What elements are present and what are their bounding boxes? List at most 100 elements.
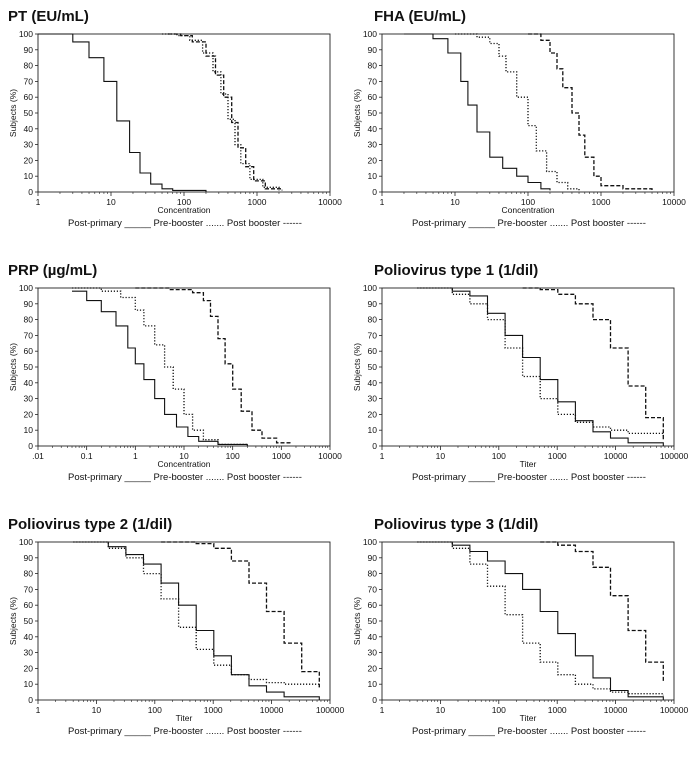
y-tick-label: 10 (368, 171, 378, 181)
y-tick-label: 70 (368, 330, 378, 340)
x-tick-label: 100000 (660, 705, 689, 715)
y-tick-label: 80 (24, 569, 34, 579)
y-tick-label: 40 (24, 124, 34, 134)
series-line-post-primary (417, 541, 664, 700)
y-tick-label: 20 (368, 155, 378, 165)
y-tick-label: 40 (368, 378, 378, 388)
series-line-post-booster (167, 33, 283, 191)
x-tick-label: 1000 (204, 705, 223, 715)
y-tick-label: 50 (368, 616, 378, 626)
y-tick-label: 0 (372, 187, 377, 197)
series-line-post-booster (161, 541, 320, 688)
chart-legend: Post-primary _____ Pre-booster ....... P… (412, 726, 646, 737)
y-tick-label: 20 (368, 409, 378, 419)
x-tick-label: 100000 (660, 451, 689, 461)
y-tick-label: 10 (24, 171, 34, 181)
y-axis-label: Subjects (%) (352, 89, 362, 137)
y-tick-label: 40 (368, 124, 378, 134)
y-tick-label: 60 (24, 346, 34, 356)
chart-panel-fha: FHA (EU/mL) 0 10 20 30 40 50 60 70 80 90 100 1 10 100… (352, 8, 687, 253)
x-tick-label: 1000 (548, 451, 567, 461)
plot-frame (381, 287, 675, 447)
y-tick-label: 70 (24, 330, 34, 340)
y-axis-label: Subjects (%) (8, 89, 18, 137)
x-axis-label: Titer (176, 713, 193, 723)
x-tick-label: .01 (32, 451, 44, 461)
y-tick-label: 60 (24, 600, 34, 610)
y-tick-label: 90 (368, 553, 378, 563)
y-tick-label: 100 (363, 29, 377, 39)
x-tick-label: 10000 (604, 705, 628, 715)
x-tick-label: 100 (492, 705, 506, 715)
y-tick-label: 50 (24, 362, 34, 372)
series-line-post-booster (135, 287, 291, 445)
x-tick-label: 1 (380, 197, 385, 207)
y-tick-label: 0 (372, 695, 377, 705)
y-tick-label: 30 (24, 394, 34, 404)
y-tick-label: 70 (368, 76, 378, 86)
series-line-pre-booster (73, 541, 320, 688)
x-tick-label: 100000 (316, 705, 345, 715)
y-tick-label: 60 (368, 92, 378, 102)
x-tick-label: 100 (148, 705, 162, 715)
y-tick-label: 70 (24, 584, 34, 594)
chart-legend: Post-primary _____ Pre-booster ....... P… (68, 218, 302, 229)
x-tick-label: 0.1 (81, 451, 93, 461)
y-tick-label: 20 (24, 155, 34, 165)
x-tick-label: 10 (436, 451, 446, 461)
y-tick-label: 20 (368, 663, 378, 673)
y-tick-label: 60 (24, 92, 34, 102)
series-line-post-booster (522, 287, 664, 440)
y-tick-label: 50 (368, 362, 378, 372)
x-axis-label: Concentration (158, 459, 211, 469)
x-tick-label: 1000 (592, 197, 611, 207)
y-tick-label: 80 (24, 315, 34, 325)
y-tick-label: 30 (368, 648, 378, 658)
y-tick-label: 70 (24, 76, 34, 86)
x-tick-label: 100 (226, 451, 240, 461)
y-tick-label: 30 (368, 394, 378, 404)
x-tick-label: 10000 (318, 451, 342, 461)
x-axis-label: Titer (520, 459, 537, 469)
y-tick-label: 60 (368, 346, 378, 356)
y-tick-label: 90 (368, 299, 378, 309)
plot-frame (37, 541, 331, 701)
y-tick-label: 90 (24, 45, 34, 55)
y-tick-label: 10 (24, 425, 34, 435)
series-line-post-booster (528, 33, 653, 191)
y-tick-label: 10 (368, 679, 378, 689)
series-line-post-primary (73, 541, 320, 700)
x-tick-label: 1000 (248, 197, 267, 207)
x-tick-label: 1 (36, 705, 41, 715)
y-tick-label: 50 (24, 616, 34, 626)
chart-title: PRP (µg/mL) (8, 262, 98, 279)
x-tick-label: 100 (492, 451, 506, 461)
x-tick-label: 1 (380, 705, 385, 715)
x-tick-label: 100 (521, 197, 535, 207)
x-tick-label: 10000 (318, 197, 342, 207)
x-tick-label: 10 (106, 197, 116, 207)
chart-panel-pt: PT (EU/mL) 0 10 20 30 40 50 60 70 80 90 100 1 10 100 1… (8, 8, 343, 253)
y-tick-label: 100 (19, 29, 33, 39)
y-tick-label: 90 (24, 299, 34, 309)
chart-legend: Post-primary _____ Pre-booster ....... P… (412, 218, 646, 229)
chart-title: Poliovirus type 2 (1/dil) (8, 516, 173, 533)
x-tick-label: 1 (133, 451, 138, 461)
y-tick-label: 70 (368, 584, 378, 594)
x-tick-label: 10 (450, 197, 460, 207)
y-tick-label: 0 (28, 695, 33, 705)
chart-panel-polio2: Poliovirus type 2 (1/dil) 0 10 20 30 40 50 60 7… (8, 516, 345, 761)
plot-frame (381, 33, 675, 193)
chart-svg: 0 10 20 30 40 50 60 70 80 90 100 .01 0.1 1 10 100 1000 10… (8, 283, 342, 469)
y-axis-label: Subjects (%) (8, 597, 18, 645)
chart-title: FHA (EU/mL) (374, 8, 466, 25)
y-tick-label: 80 (368, 315, 378, 325)
chart-title: PT (EU/mL) (8, 8, 89, 25)
chart-panel-polio1: Poliovirus type 1 (1/dil) 0 10 20 30 40 50 60 7… (352, 262, 689, 507)
series-line-post-primary (72, 290, 248, 446)
x-axis-label: Concentration (158, 205, 211, 215)
chart-legend: Post-primary _____ Pre-booster ....... P… (68, 726, 302, 737)
